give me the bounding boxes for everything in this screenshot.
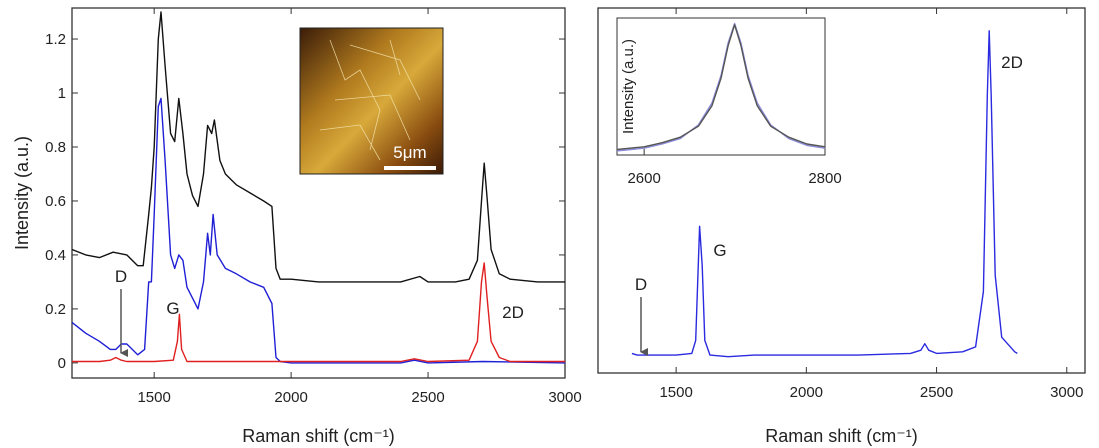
x-tick-label: 2500 xyxy=(920,384,953,401)
x-axis-label: Raman shift (cm⁻¹) xyxy=(765,426,918,446)
scale-bar-label: 5μm xyxy=(393,143,426,162)
spectrum-line xyxy=(72,262,565,363)
y-tick-label: 0.2 xyxy=(45,301,66,318)
peak-label: D xyxy=(115,267,127,286)
x-tick-label: 1500 xyxy=(137,389,170,406)
y-tick-label: 1 xyxy=(58,85,66,102)
x-tick-label: 2800 xyxy=(808,170,841,187)
x-tick-label: 3000 xyxy=(548,389,581,406)
spectrum-line xyxy=(616,24,826,151)
x-tick-label: 3000 xyxy=(1050,384,1083,401)
x-tick-label: 1500 xyxy=(659,384,692,401)
spectrum-line xyxy=(71,11,565,283)
y-axis-label: Intensity (a.u.) xyxy=(620,39,637,134)
y-tick-label: 0.6 xyxy=(45,193,66,210)
afm-wrinkles xyxy=(319,39,421,161)
x-tick-label: 2600 xyxy=(627,170,660,187)
y-tick-label: 0.4 xyxy=(45,247,66,264)
y-tick-label: 0.8 xyxy=(45,139,66,156)
plot-frame xyxy=(616,17,826,156)
x-tick-label: 2500 xyxy=(411,389,444,406)
y-axis-label: Intensity (a.u.) xyxy=(12,136,32,250)
peak-label: G xyxy=(166,299,179,318)
peak-label: G xyxy=(713,241,726,260)
x-axis-label: Raman shift (cm⁻¹) xyxy=(242,426,395,446)
peak-label: 2D xyxy=(1001,53,1023,72)
peak-label: D xyxy=(635,275,647,294)
y-tick-label: 0 xyxy=(58,355,66,372)
y-tick-label: 1.2 xyxy=(45,31,66,48)
x-tick-label: 2000 xyxy=(274,389,307,406)
peak-label: 2D xyxy=(502,303,524,322)
x-tick-label: 2000 xyxy=(790,384,823,401)
spectrum-line xyxy=(631,30,1018,358)
afm-image xyxy=(299,27,444,175)
